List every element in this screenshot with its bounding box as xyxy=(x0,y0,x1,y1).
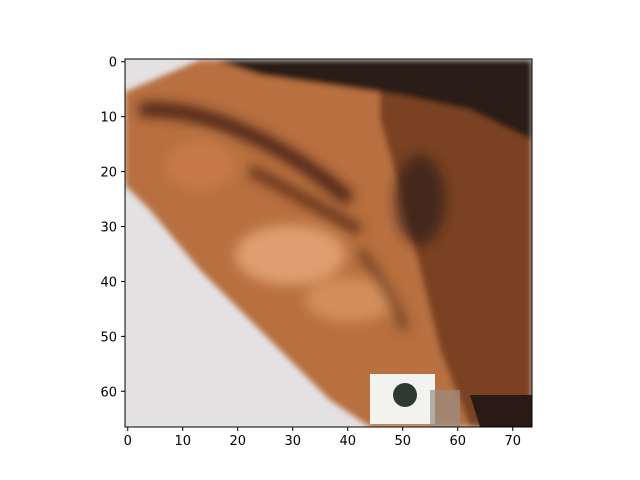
ear-fold-inner xyxy=(356,247,409,332)
earring xyxy=(370,374,460,427)
y-tick-label: 30 xyxy=(100,221,117,236)
x-tick-label: 70 xyxy=(504,434,521,449)
x-tick-label: 10 xyxy=(174,434,191,449)
x-tick-label: 30 xyxy=(284,434,301,449)
x-tick-label: 0 xyxy=(124,434,132,449)
ear-highlight-3 xyxy=(165,140,235,190)
y-axis: 0 10 20 30 40 50 60 xyxy=(100,56,125,400)
y-tick-label: 10 xyxy=(100,111,117,126)
skin-shadow-right xyxy=(380,60,532,427)
y-tick-label: 0 xyxy=(109,56,117,71)
x-tick-label: 50 xyxy=(394,434,411,449)
y-tick-label: 20 xyxy=(100,166,117,181)
ear-fold-upper xyxy=(139,102,355,206)
x-axis: 0 10 20 30 40 50 60 70 xyxy=(124,427,521,449)
y-tick-label: 50 xyxy=(100,330,117,345)
ear-fold-lower xyxy=(247,165,363,235)
ear-highlight-1 xyxy=(235,225,345,285)
ear-highlight-2 xyxy=(305,278,395,322)
hair-strands xyxy=(215,60,532,140)
image-plot-area xyxy=(125,59,532,427)
hair-bottom xyxy=(470,395,532,427)
plot-frame xyxy=(124,58,533,428)
y-tick-label: 40 xyxy=(100,275,117,290)
x-tick-label: 40 xyxy=(339,434,356,449)
ear-canal-shadow xyxy=(395,155,445,245)
y-tick-label: 60 xyxy=(100,385,117,400)
x-tick-label: 20 xyxy=(229,434,246,449)
x-tick-label: 60 xyxy=(449,434,466,449)
